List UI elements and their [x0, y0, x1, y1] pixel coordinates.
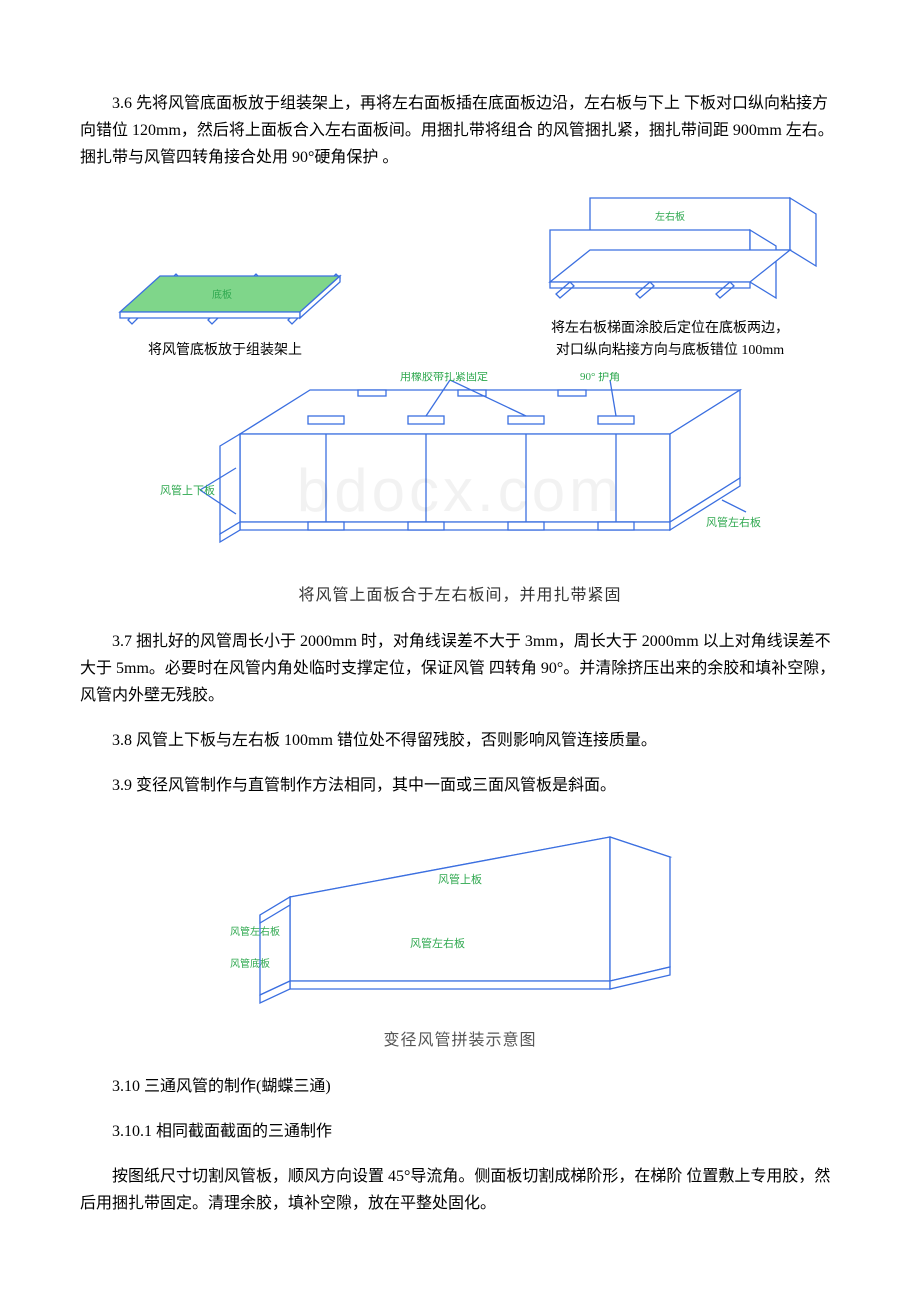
figure-3-label-left: 风管上下板 — [160, 483, 215, 497]
figure-2-label: 左右板 — [655, 210, 685, 223]
para-3-10-1: 3.10.1 相同截面截面的三通制作 — [80, 1118, 840, 1145]
para-3-7: 3.7 捆扎好的风管周长小于 2000mm 时，对角线误差不大于 3mm，周长大… — [80, 628, 840, 710]
figure-2-caption-line1: 将左右板梯面涂胶后定位在底板两边， — [551, 321, 789, 336]
figure-1-label: 底板 — [212, 288, 232, 301]
figure-2-caption: 将左右板梯面涂胶后定位在底板两边， 对口纵向粘接方向与底板错位 100mm — [551, 318, 789, 363]
figure-4-label-left2: 风管底板 — [230, 957, 270, 970]
figure-3-caption: 将风管上面板合于左右板间，并用扎带紧固 — [298, 582, 621, 609]
figure-4-label-front: 风管左右板 — [410, 936, 465, 950]
figure-1-caption: 将风管底板放于组装架上 — [148, 340, 302, 362]
figure-1: 底板 将风管底板放于组装架上 — [100, 242, 350, 362]
figure-4-label-top: 风管上板 — [438, 872, 482, 886]
figure-2-caption-line2: 对口纵向粘接方向与底板错位 100mm — [556, 343, 784, 358]
figure-4: 风管上板 风管左右板 风管左右板 风管底板 变径风管拼装示意图 — [80, 817, 840, 1054]
figure-4-svg: 风管上板 风管左右板 风管左右板 风管底板 — [230, 817, 690, 1017]
para-3-9: 3.9 变径风管制作与直管制作方法相同，其中一面或三面风管板是斜面。 — [80, 772, 840, 799]
figure-3-svg: 风管上下板 风管左右板 用橡胶带扎紧固定 90° 护角 — [150, 372, 770, 572]
para-3-10-desc: 按图纸尺寸切割风管板，顺风方向设置 45°导流角。侧面板切割成梯阶形，在梯阶 位… — [80, 1163, 840, 1217]
para-3-10: 3.10 三通风管的制作(蝴蝶三通) — [80, 1073, 840, 1100]
figure-2: 左右板 将左右板梯面涂胶后定位在底板两边， 对口纵向粘接方向与底板错位 100m… — [520, 190, 820, 363]
figure-row-1: 底板 将风管底板放于组装架上 左右板 — [100, 190, 820, 363]
figure-3-label-top2: 90° 护角 — [580, 372, 620, 383]
para-3-6: 3.6 先将风管底面板放于组装架上，再将左右面板插在底面板边沿，左右板与下上 下… — [80, 90, 840, 172]
figure-2-svg: 左右板 — [520, 190, 820, 310]
figure-3-label-top1: 用橡胶带扎紧固定 — [400, 372, 488, 383]
figure-3: 风管上下板 风管左右板 用橡胶带扎紧固定 90° 护角 将风管上面板合于左右板间… — [80, 372, 840, 609]
figure-4-caption: 变径风管拼装示意图 — [383, 1027, 536, 1054]
figure-3-label-right: 风管左右板 — [706, 515, 761, 529]
figure-4-label-left1: 风管左右板 — [230, 925, 280, 938]
para-3-8: 3.8 风管上下板与左右板 100mm 错位处不得留残胶，否则影响风管连接质量。 — [80, 727, 840, 754]
figure-1-svg: 底板 — [100, 242, 350, 332]
